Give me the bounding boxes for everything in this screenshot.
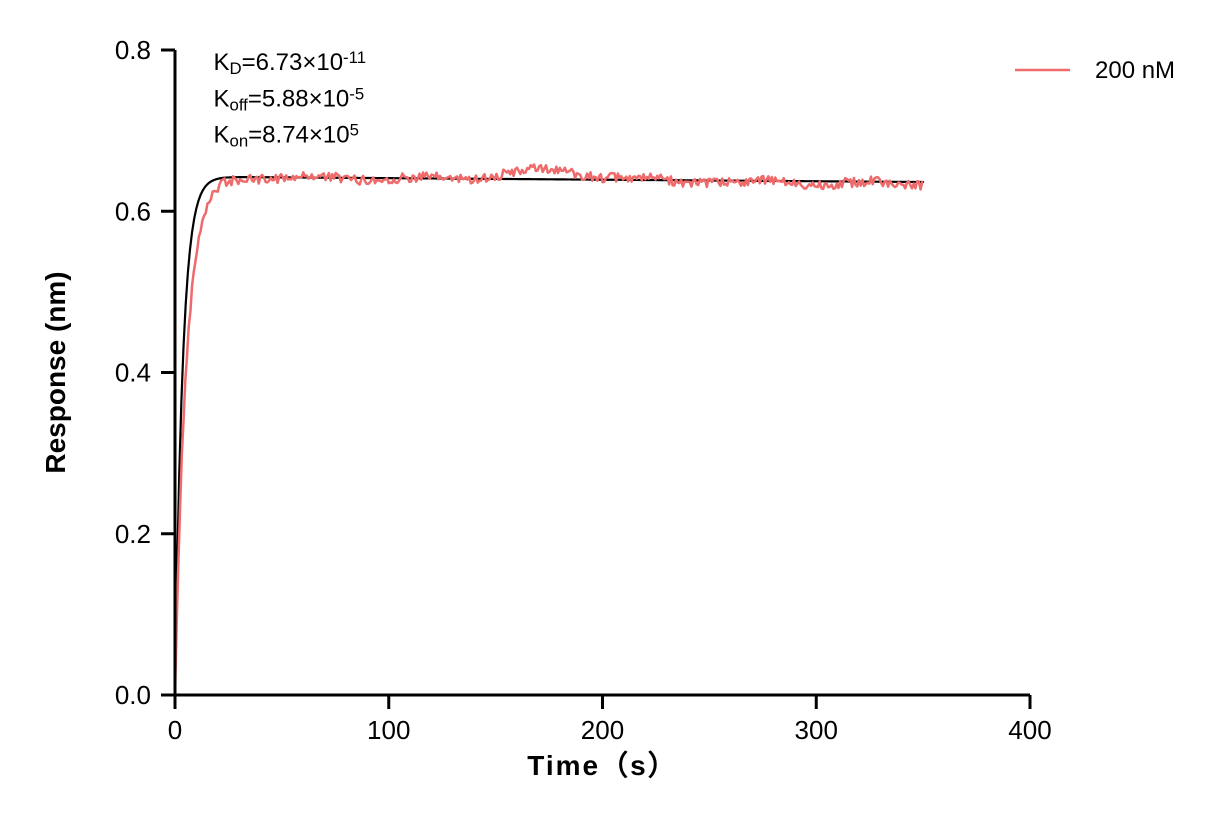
x-tick-label: 400 <box>1008 715 1051 745</box>
y-tick-label: 0.0 <box>115 680 151 710</box>
y-tick-label: 0.8 <box>115 35 151 65</box>
y-tick-label: 0.4 <box>115 358 151 388</box>
y-tick-label: 0.2 <box>115 519 151 549</box>
x-axis-label: Time（s） <box>527 749 677 781</box>
x-tick-label: 100 <box>367 715 410 745</box>
x-tick-label: 200 <box>581 715 624 745</box>
legend-label: 200 nM <box>1095 57 1175 84</box>
x-tick-label: 300 <box>795 715 838 745</box>
y-tick-label: 0.6 <box>115 196 151 226</box>
x-tick-label: 0 <box>168 715 182 745</box>
binding-kinetics-chart: 0 100 200 300 400 0.0 0.2 0.4 0.6 0.8 Time（s） Respo… <box>0 0 1212 825</box>
chart-container: 0 100 200 300 400 0.0 0.2 0.4 0.6 0.8 Time（s） Respo… <box>0 0 1212 825</box>
y-axis-label: Response (nm) <box>40 271 71 473</box>
